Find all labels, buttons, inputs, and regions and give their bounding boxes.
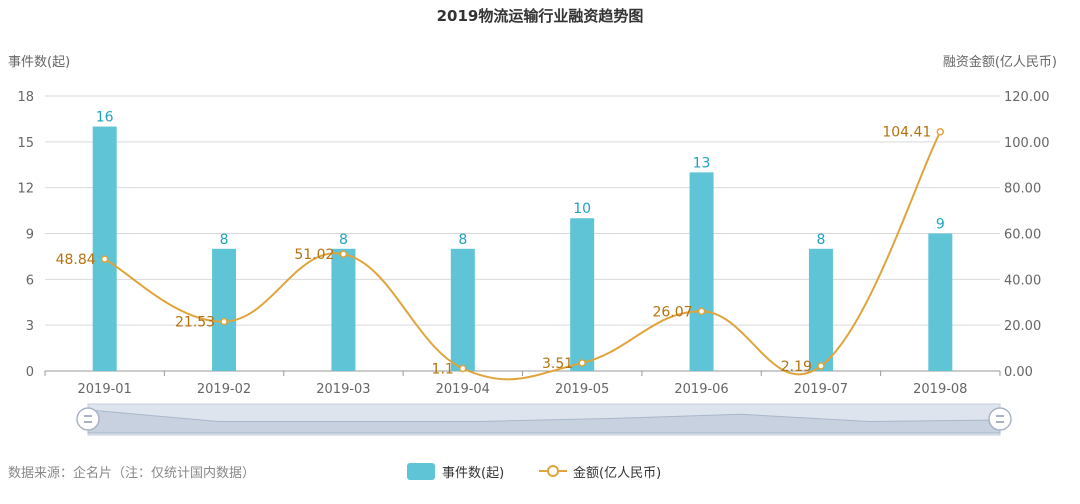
line-value-label: 48.84 (56, 252, 96, 268)
legend-bar-swatch (407, 463, 435, 480)
x-tick-label: 2019-03 (316, 382, 370, 397)
line-point (697, 307, 706, 316)
y-left-tick-label: 9 (26, 228, 34, 243)
y-left-axis-title: 事件数(起) (8, 55, 70, 70)
bar-value-label: 10 (573, 201, 591, 217)
axis-ticks: 0 3 6 9 12 15 18 0.00 20.00 40.00 60.00 80.00 100.00… (17, 90, 1049, 397)
line-value-label: 1.1 (432, 361, 454, 377)
bar-value-label: 8 (339, 232, 348, 248)
y-right-tick-label: 20.00 (1004, 319, 1041, 334)
bar (570, 218, 595, 371)
bar-series (92, 126, 953, 371)
slider-left-handle[interactable] (76, 407, 100, 431)
legend-item-line[interactable]: 金额(亿人民币) (539, 465, 661, 481)
line-point (817, 362, 825, 370)
legend-line-label: 金额(亿人民币) (573, 465, 661, 481)
bar (689, 172, 714, 371)
line-point (220, 317, 228, 326)
line-value-label: 51.02 (294, 247, 334, 263)
line-point (100, 255, 109, 263)
line-value-label: 21.53 (175, 315, 215, 331)
y-right-tick-label: 60.00 (1004, 228, 1041, 243)
line-point (459, 364, 467, 373)
x-tick-label: 2019-04 (436, 382, 490, 397)
chart-title: 2019物流运输行业融资趋势图 (437, 7, 644, 25)
grid (45, 95, 1000, 372)
line-point (578, 359, 586, 367)
y-left-tick-label: 12 (17, 182, 34, 197)
bar (928, 233, 953, 371)
line-value-label: 104.41 (882, 125, 931, 141)
x-tick-label: 2019-05 (555, 382, 609, 397)
bar-value-label: 8 (220, 232, 229, 248)
bar-value-label: 13 (693, 155, 711, 171)
legend-line-marker (547, 465, 559, 477)
line-point (339, 250, 348, 258)
y-right-tick-label: 100.00 (1004, 136, 1050, 151)
y-right-axis-title: 融资金额(亿人民币) (943, 54, 1057, 70)
bar-value-label: 16 (96, 110, 114, 126)
bar (450, 248, 475, 371)
bar (331, 248, 356, 371)
y-left-tick-label: 18 (17, 90, 34, 105)
y-left-tick-label: 3 (26, 319, 34, 334)
y-right-tick-label: 0.00 (1004, 365, 1033, 380)
x-tick-label: 2019-02 (197, 382, 251, 397)
line-value-label: 26.07 (652, 304, 692, 320)
bar (92, 126, 117, 371)
y-left-tick-label: 6 (26, 273, 34, 288)
bar (212, 248, 237, 371)
legend-bar-label: 事件数(起) (442, 466, 504, 481)
y-right-tick-label: 80.00 (1004, 182, 1041, 197)
y-left-tick-label: 0 (26, 365, 34, 380)
legend: 事件数(起) 金额(亿人民币) (407, 463, 661, 481)
bar-value-label: 9 (936, 217, 945, 233)
x-tick-label: 2019-06 (674, 382, 728, 397)
y-left-tick-label: 15 (17, 136, 34, 151)
data-zoom-slider[interactable] (76, 403, 1012, 436)
y-right-tick-label: 40.00 (1004, 273, 1041, 288)
y-right-tick-label: 120.00 (1004, 90, 1050, 105)
bar-value-label: 8 (816, 232, 825, 248)
bar (808, 248, 833, 371)
line-value-label: 2.19 (781, 359, 812, 375)
data-labels: 16 8 8 8 10 13 8 9 48.84 21.53 51.02 1.1 3.51 26.07 2.… (56, 110, 945, 378)
legend-item-bar[interactable]: 事件数(起) (407, 463, 504, 481)
slider-right-handle[interactable] (988, 407, 1012, 431)
bar-value-label: 8 (458, 232, 467, 248)
line-point (936, 127, 945, 136)
x-tick-label: 2019-07 (794, 382, 848, 397)
line-value-label: 3.51 (542, 356, 573, 372)
data-source-footer: 数据来源：企名片（注：仅统计国内数据） (8, 465, 255, 481)
x-tick-label: 2019-01 (78, 382, 132, 397)
x-tick-label: 2019-08 (913, 382, 967, 397)
line-series (100, 127, 945, 381)
